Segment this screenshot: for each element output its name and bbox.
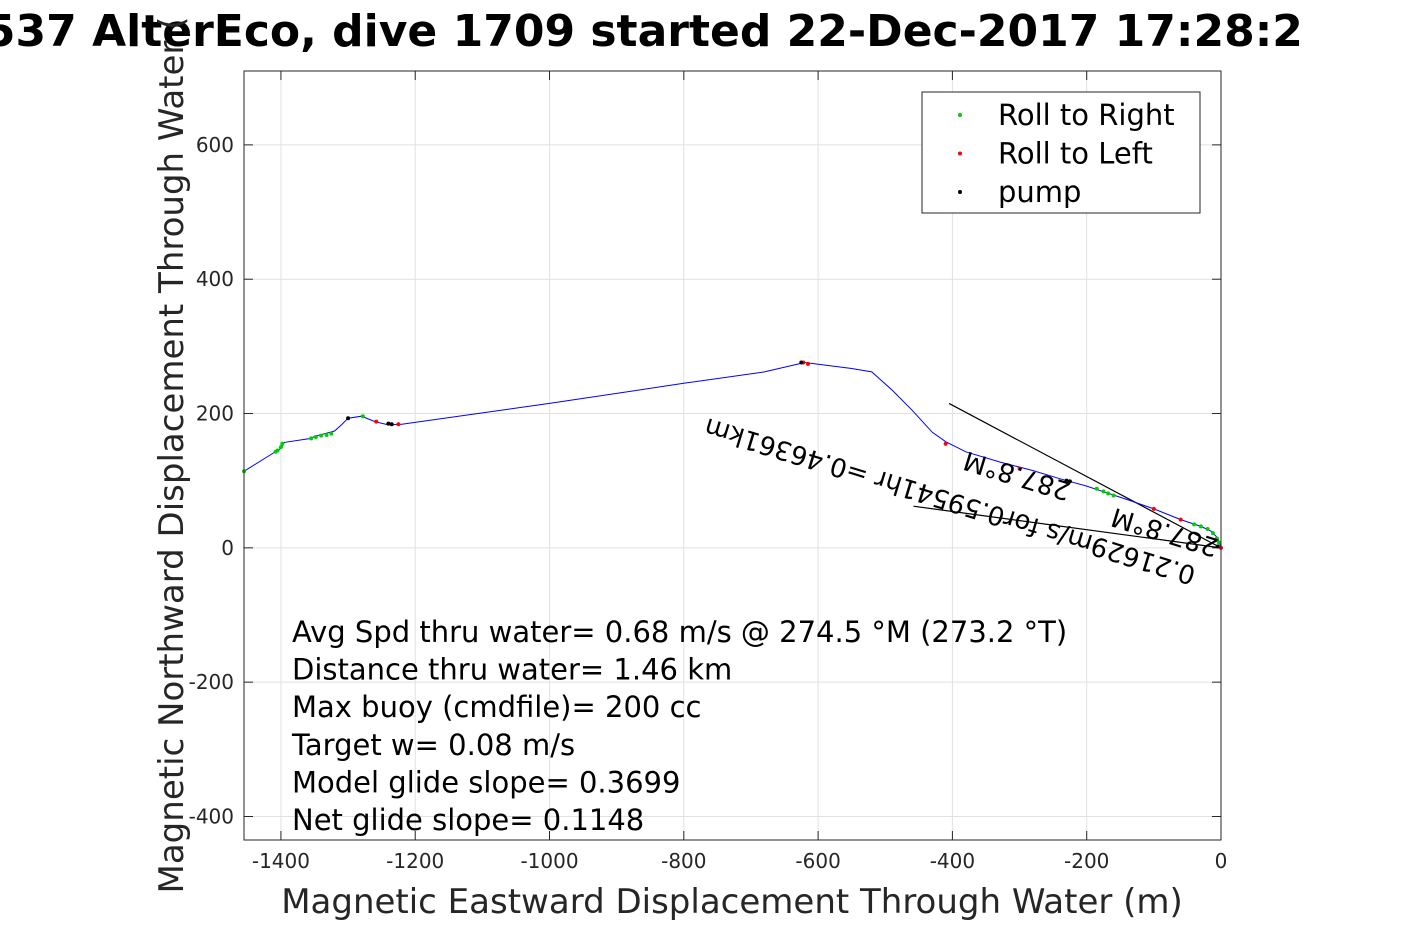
legend-label: Roll to Right — [998, 98, 1175, 132]
roll-right-point — [1210, 531, 1215, 536]
x-tick-label: 0 — [1215, 849, 1228, 873]
roll-right-point — [1198, 524, 1203, 529]
current-vector — [948, 402, 1222, 549]
x-tick-label: -400 — [930, 849, 975, 873]
chart-title: SG537 AlterEco, dive 1709 started 22-Dec… — [0, 6, 1303, 57]
pump-point — [346, 416, 351, 421]
roll-left-point — [943, 441, 948, 446]
dive-stat-line: Max buoy (cmdfile)= 200 cc — [292, 690, 701, 724]
plot-frame — [243, 70, 1222, 841]
x-tick-label: -1400 — [252, 849, 310, 873]
roll-right-point — [1205, 527, 1210, 532]
x-tick-label: -1000 — [520, 849, 578, 873]
dive-track-line — [243, 361, 1222, 548]
pump-point — [389, 422, 394, 427]
x-tick-label: -1200 — [386, 849, 444, 873]
x-tick-label: -800 — [661, 849, 706, 873]
dive-stat-line: Target w= 0.08 m/s — [291, 728, 575, 762]
roll-right-point — [278, 445, 283, 450]
roll-left-point — [396, 422, 401, 427]
roll-right-point — [309, 436, 314, 441]
y-axis-label: Magnetic Northward Displacement Through … — [152, 17, 192, 894]
roll-right-point — [360, 414, 365, 419]
legend-marker — [958, 113, 962, 117]
axis-ticks: -1400 -1200 -1000 -800 -600 -400 -200 0 -400 -200… — [189, 71, 1228, 873]
pump-point — [1064, 478, 1069, 483]
roll-right-point — [324, 433, 329, 438]
x-tick-label: -600 — [795, 849, 840, 873]
roll-right-point — [1094, 486, 1099, 491]
current-vector — [913, 505, 1222, 549]
roll-left-point — [1178, 517, 1183, 522]
roll-left-point — [1017, 466, 1022, 471]
y-tick-label: 200 — [196, 402, 234, 426]
dive-stat-line: Model glide slope= 0.3699 — [292, 765, 680, 799]
legend-label: Roll to Left — [998, 137, 1153, 171]
dive-stat-line: Net glide slope= 0.1148 — [292, 803, 644, 837]
roll-right-point — [1214, 536, 1219, 541]
y-tick-label: -400 — [189, 804, 234, 828]
roll-right-point — [275, 448, 280, 453]
pump-point — [1067, 479, 1072, 484]
x-axis-label: Magnetic Eastward Displacement Through W… — [281, 882, 1183, 922]
dive-stats: Avg Spd thru water= 0.68 m/s @ 274.5 °M … — [291, 615, 1067, 837]
roll-right-point — [1111, 493, 1116, 498]
legend-box — [921, 91, 1201, 214]
roll-right-point — [313, 435, 318, 440]
legend-label: pump — [998, 175, 1081, 209]
y-tick-label: -200 — [189, 670, 234, 694]
y-tick-label: 0 — [221, 536, 234, 560]
roll-right-point — [1101, 489, 1106, 494]
roll-right-point — [319, 433, 324, 438]
legend: Roll to Right Roll to Left pump — [921, 91, 1201, 214]
x-tick-label: -200 — [1064, 849, 1109, 873]
dive-stat-line: Distance thru water= 1.46 km — [292, 653, 732, 687]
pump-point — [799, 360, 804, 365]
y-tick-label: 600 — [196, 133, 234, 157]
roll-right-point — [1106, 491, 1111, 496]
dive-stat-line: Avg Spd thru water= 0.68 m/s @ 274.5 °M … — [292, 615, 1067, 649]
roll-left-point — [374, 419, 379, 424]
roll-right-point — [1192, 522, 1197, 527]
pump-point — [386, 421, 391, 426]
legend-marker — [958, 190, 962, 194]
pump-point — [1215, 544, 1220, 549]
roll-left-point — [806, 361, 811, 366]
y-tick-label: 400 — [196, 267, 234, 291]
legend-marker — [958, 151, 962, 156]
roll-right-point — [1216, 540, 1221, 545]
roll-right-point — [280, 441, 285, 446]
roll-right-point — [329, 431, 334, 436]
roll-left-point — [1151, 506, 1156, 511]
